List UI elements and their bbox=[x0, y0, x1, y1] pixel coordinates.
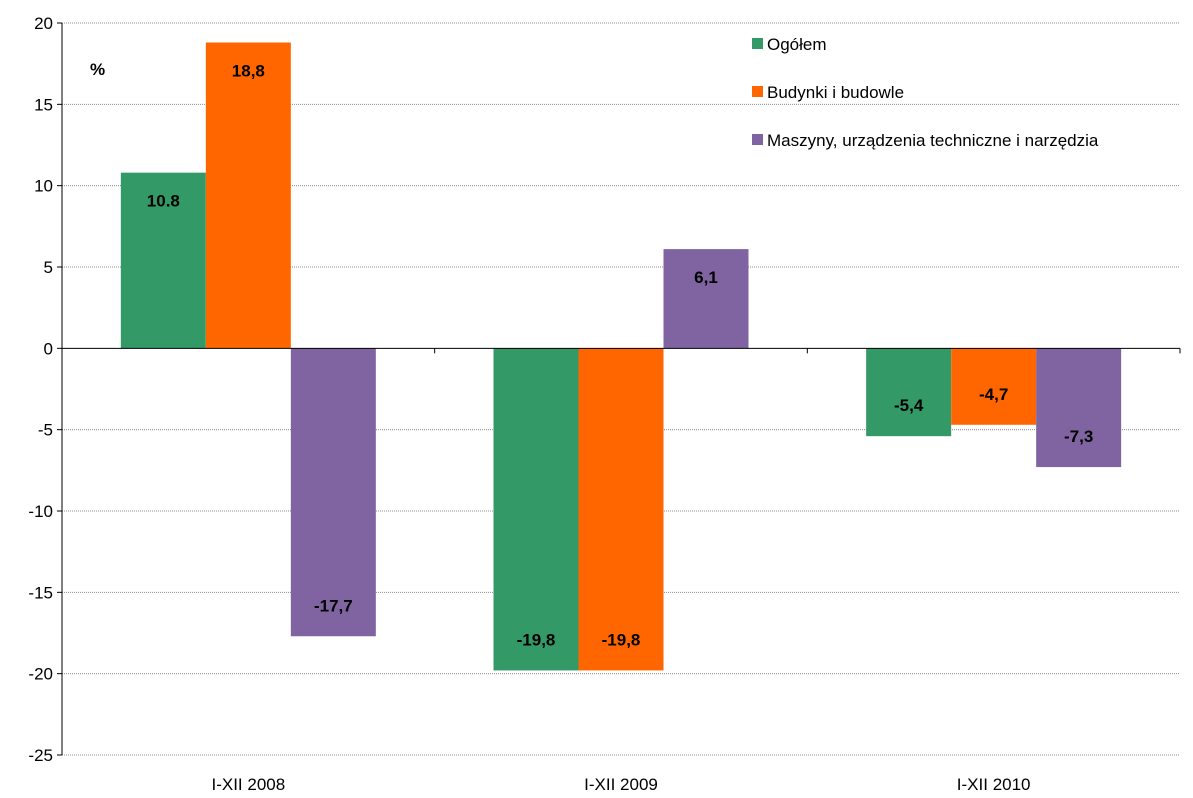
data-label: 18,8 bbox=[232, 62, 265, 81]
category-label: I-XII 2010 bbox=[957, 775, 1031, 794]
y-tick-label: -10 bbox=[28, 502, 53, 521]
legend-swatch bbox=[752, 86, 763, 97]
y-tick-label: 10 bbox=[34, 177, 53, 196]
data-label: -4,7 bbox=[979, 385, 1008, 404]
data-label: 10.8 bbox=[147, 192, 180, 211]
bar bbox=[951, 348, 1037, 425]
bar bbox=[1036, 348, 1122, 468]
legend-swatch bbox=[752, 38, 763, 49]
legend-label: Budynki i budowle bbox=[767, 83, 904, 102]
axes: 20 15 10 5 0 -5 -10 -15 -20 -25 I-XII 2008 I-XII 20… bbox=[28, 14, 1181, 794]
y-tick-label: 20 bbox=[34, 14, 53, 33]
legend-label: Ogółem bbox=[767, 35, 827, 54]
bar bbox=[290, 348, 376, 637]
data-labels: 10.8 -19,8 -5,4 18,8 -19,8 -4,7 -17,7 6,1 -7,3 bbox=[147, 62, 1094, 650]
category-label: I-XII 2009 bbox=[584, 775, 658, 794]
y-tick-label: -5 bbox=[38, 421, 53, 440]
data-label: -17,7 bbox=[314, 596, 353, 615]
category-label: I-XII 2008 bbox=[211, 775, 285, 794]
y-tick-label: 5 bbox=[44, 258, 53, 277]
y-tick-label: 15 bbox=[34, 95, 53, 114]
data-label: -19,8 bbox=[517, 630, 556, 649]
bars bbox=[120, 42, 1122, 671]
bar bbox=[493, 348, 579, 671]
data-label: -19,8 bbox=[602, 630, 641, 649]
unit-label: % bbox=[90, 60, 105, 79]
data-label: -7,3 bbox=[1064, 427, 1093, 446]
bar bbox=[663, 249, 749, 349]
y-tick-label: 0 bbox=[44, 339, 53, 358]
legend: Ogółem Budynki i budowle Maszyny, urządzen… bbox=[752, 35, 1099, 150]
legend-label: Maszyny, urządzenia techniczne i narzędz… bbox=[767, 131, 1099, 150]
data-label: 6,1 bbox=[694, 268, 718, 287]
y-tick-label: -20 bbox=[28, 665, 53, 684]
y-tick-label: -25 bbox=[28, 746, 53, 765]
data-label: -5,4 bbox=[894, 396, 924, 415]
bar bbox=[866, 348, 952, 437]
bar bbox=[205, 42, 291, 349]
bar bbox=[120, 172, 206, 349]
legend-swatch bbox=[752, 134, 763, 145]
y-tick-label: -15 bbox=[28, 583, 53, 602]
bar bbox=[578, 348, 664, 671]
